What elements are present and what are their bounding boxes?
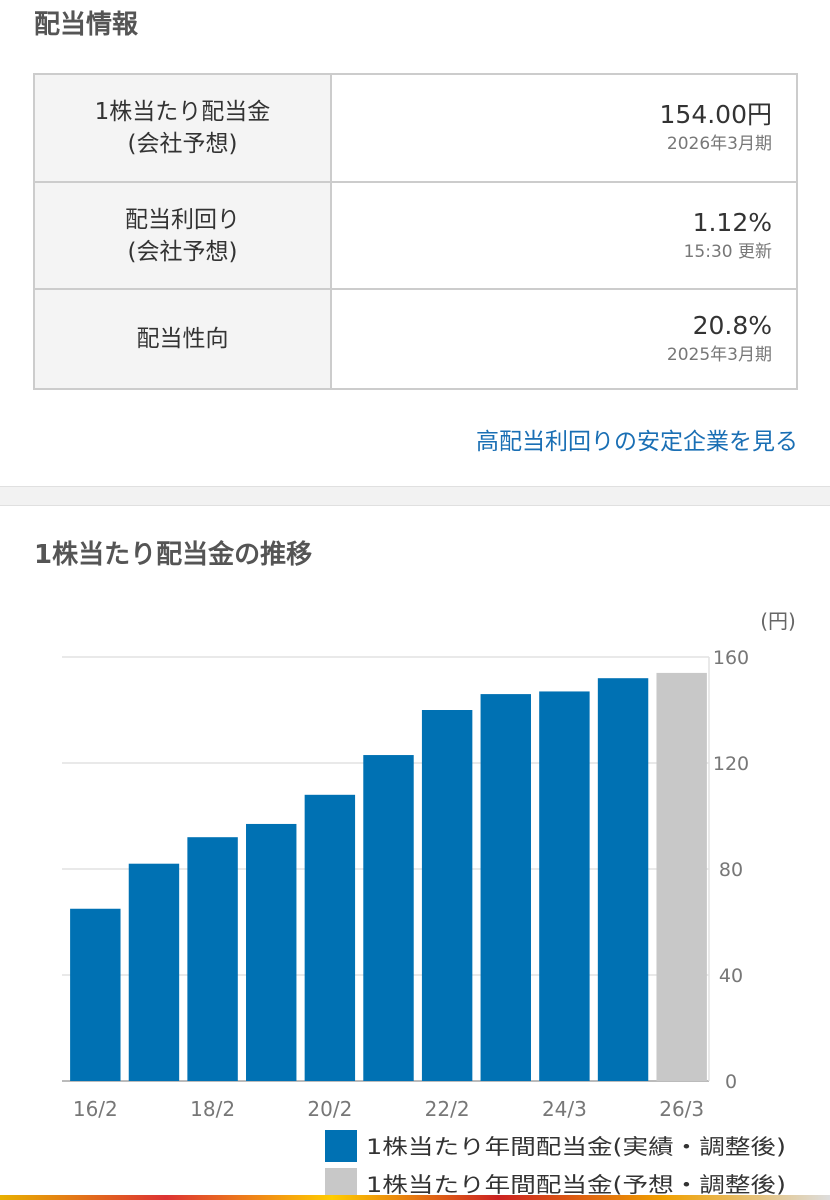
yield-updated: 15:30 更新 [683, 241, 772, 262]
bottom-banner-strip [0, 1195, 830, 1200]
x-tick-label: 18/2 [190, 1097, 235, 1121]
dividend-info-title: 配当情報 [34, 10, 139, 40]
legend-swatch-actual [325, 1130, 357, 1162]
dps-value: 154.00円 [659, 100, 772, 129]
bar-actual [70, 908, 121, 1081]
legend-swatch-forecast [325, 1168, 357, 1195]
bar-forecast [656, 672, 707, 1081]
section-divider [0, 486, 830, 506]
bar-actual [480, 694, 531, 1081]
x-tick-label: 20/2 [307, 1097, 352, 1121]
payout-value-cell: 20.8% 2025年3月期 [330, 288, 798, 390]
bar-actual [246, 823, 297, 1081]
dps-label: 1株当たり配当金 (会社予想) [33, 73, 332, 183]
legend-label-actual: 1株当たり年間配当金(実績・調整後) [366, 1135, 786, 1159]
bar-actual [597, 678, 649, 1081]
yield-label: 配当利回り (会社予想) [33, 181, 332, 290]
x-tick-label: 16/2 [73, 1097, 118, 1121]
bar-actual [304, 794, 356, 1081]
dividend-info-table: 1株当たり配当金 (会社予想) 154.00円 2026年3月期 配当利回り (… [33, 73, 798, 390]
yield-label-line2: (会社予想) [127, 238, 238, 265]
y-tick-label: 80 [719, 859, 743, 881]
bar-actual [187, 837, 238, 1081]
dividend-trend-title: 1株当たり配当金の推移 [34, 540, 313, 570]
dividend-trend-chart: (円) 0 40 80 120 160 16/2 18/2 20/2 22/2 24/3 26/3 1株… [62, 609, 796, 1195]
y-tick-label: 160 [713, 647, 749, 669]
y-tick-label: 40 [719, 965, 743, 987]
payout-period: 2025年3月期 [666, 345, 772, 365]
payout-label-line1: 配当性向 [136, 326, 229, 352]
dps-label-line2: (会社予想) [127, 131, 238, 157]
bar-actual [421, 710, 473, 1081]
y-tick-label: 120 [713, 753, 749, 775]
table-row: 配当利回り (会社予想) 1.12% 15:30 更新 [33, 181, 798, 290]
dps-value-cell: 154.00円 2026年3月期 [330, 73, 798, 183]
y-axis-unit-label: (円) [760, 609, 796, 633]
y-tick-label: 0 [725, 1071, 737, 1093]
x-tick-label: 22/2 [425, 1097, 470, 1121]
dps-label-line1: 1株当たり配当金 [94, 99, 271, 125]
table-row: 1株当たり配当金 (会社予想) 154.00円 2026年3月期 [33, 73, 798, 183]
dps-period: 2026年3月期 [666, 134, 772, 154]
yield-label-line1: 配当利回り [125, 206, 240, 233]
payout-label: 配当性向 [33, 288, 332, 390]
bar-actual [128, 863, 180, 1081]
x-tick-label: 26/3 [659, 1097, 704, 1121]
legend-label-forecast: 1株当たり年間配当金(予想・調整後) [366, 1173, 786, 1195]
yield-value: 1.12% [692, 207, 772, 237]
x-tick-label: 24/3 [542, 1097, 587, 1121]
payout-value: 20.8% [692, 311, 772, 340]
high-yield-stable-companies-link[interactable]: 高配当利回りの安定企業を見る [476, 429, 798, 455]
yield-value-cell: 1.12% 15:30 更新 [330, 181, 798, 290]
table-row: 配当性向 20.8% 2025年3月期 [33, 288, 798, 390]
bar-actual [363, 755, 414, 1081]
bar-actual [539, 691, 590, 1081]
